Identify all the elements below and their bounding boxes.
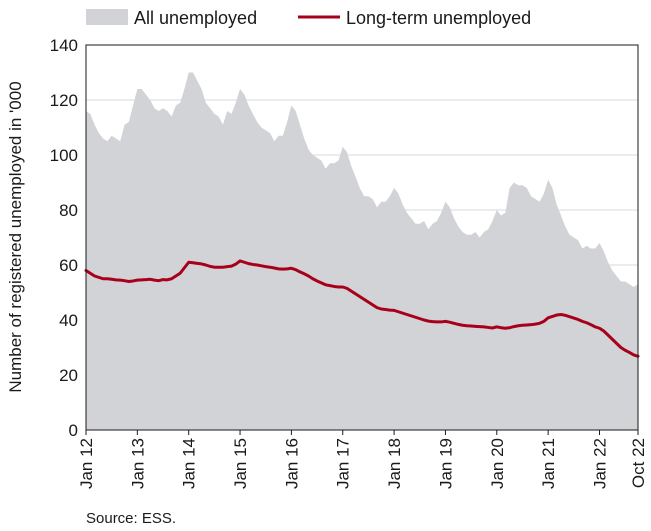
x-axis-tick-labels: Jan 12 Jan 13 Jan 14 Jan 15 Jan 16 Jan 17 Jan … bbox=[77, 438, 648, 489]
y-tick-label: 140 bbox=[50, 36, 78, 55]
x-tick-label: Jan 12 bbox=[77, 438, 96, 489]
legend-swatch-all-unemployed bbox=[86, 9, 128, 25]
x-tick-label: Jan 13 bbox=[128, 438, 147, 489]
source-note: Source: ESS. bbox=[86, 510, 176, 527]
y-axis-title: Number of registered unemployed in '000 bbox=[6, 81, 25, 392]
x-tick-label: Jan 21 bbox=[539, 438, 558, 489]
legend-label-long-term-unemployed: Long-term unemployed bbox=[346, 8, 531, 28]
area-all-unemployed bbox=[86, 72, 638, 430]
x-tick-label: Jan 20 bbox=[488, 438, 507, 489]
line-long-term-unemployed bbox=[84, 259, 640, 358]
x-axis-ticks bbox=[85, 430, 639, 435]
x-tick-label: Jan 15 bbox=[231, 438, 250, 489]
legend-label-all-unemployed: All unemployed bbox=[134, 8, 257, 28]
x-tick-label: Jan 22 bbox=[590, 438, 609, 489]
x-tick-label: Jan 14 bbox=[180, 438, 199, 489]
y-tick-label: 0 bbox=[69, 421, 78, 440]
x-tick-label: Oct 22 bbox=[629, 438, 648, 488]
x-tick-label: Jan 17 bbox=[334, 438, 353, 489]
y-axis-tick-labels: 0 20 40 60 80 100 120 140 bbox=[50, 36, 78, 440]
y-tick-label: 20 bbox=[59, 366, 78, 385]
y-tick-label: 60 bbox=[59, 256, 78, 275]
y-tick-label: 80 bbox=[59, 201, 78, 220]
x-tick-label: Jan 16 bbox=[282, 438, 301, 489]
y-tick-label: 120 bbox=[50, 91, 78, 110]
x-tick-label: Jan 19 bbox=[436, 438, 455, 489]
y-tick-label: 40 bbox=[59, 311, 78, 330]
y-tick-label: 100 bbox=[50, 146, 78, 165]
legend: All unemployed Long-term unemployed bbox=[86, 8, 531, 28]
x-tick-label: Jan 18 bbox=[385, 438, 404, 489]
plot-frame bbox=[85, 44, 639, 431]
